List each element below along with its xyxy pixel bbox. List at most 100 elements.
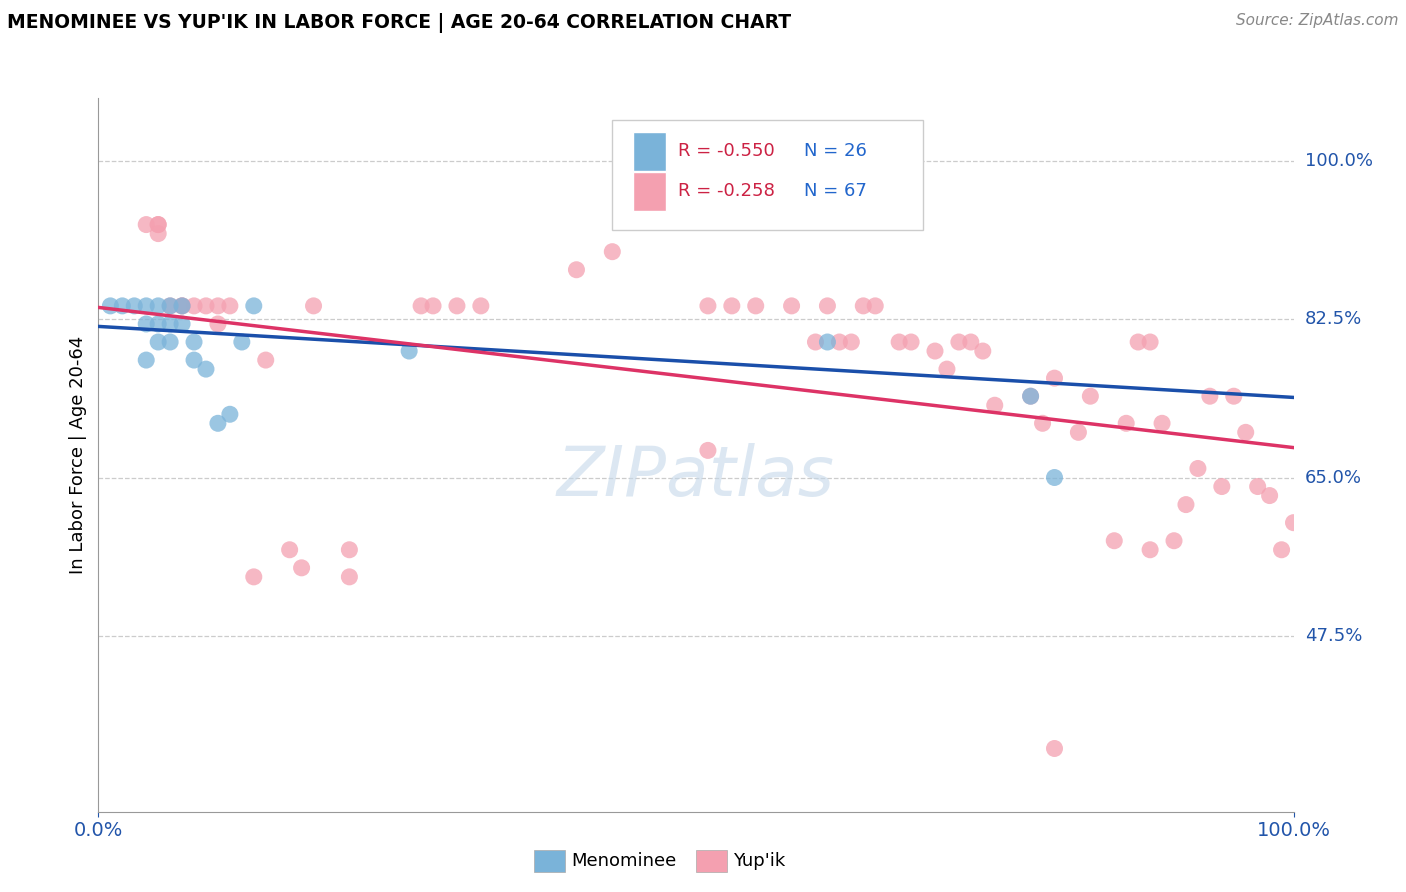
- Point: [948, 334, 970, 349]
- Point: [148, 299, 170, 313]
- Point: [924, 344, 946, 359]
- Text: ZIPatlas: ZIPatlas: [557, 442, 835, 510]
- Point: [935, 362, 957, 376]
- Point: [172, 299, 194, 313]
- Point: [839, 334, 862, 349]
- Point: [852, 299, 875, 313]
- Point: [889, 334, 911, 349]
- Point: [207, 299, 229, 313]
- Point: [1234, 425, 1257, 440]
- Point: [183, 353, 205, 368]
- Point: [697, 443, 720, 458]
- Text: Source: ZipAtlas.com: Source: ZipAtlas.com: [1236, 13, 1399, 29]
- Point: [685, 181, 707, 195]
- Point: [148, 218, 170, 232]
- Point: [1067, 425, 1090, 440]
- Point: [243, 570, 266, 584]
- Point: [959, 334, 981, 349]
- Point: [219, 299, 242, 313]
- Point: [159, 299, 181, 313]
- Point: [411, 299, 433, 313]
- Point: [697, 299, 720, 313]
- Point: [470, 299, 492, 313]
- Point: [135, 317, 157, 331]
- Point: [148, 334, 170, 349]
- Point: [302, 299, 325, 313]
- Point: [804, 334, 827, 349]
- Point: [1282, 516, 1305, 530]
- Point: [1128, 334, 1150, 349]
- Text: MENOMINEE VS YUP'IK IN LABOR FORCE | AGE 20-64 CORRELATION CHART: MENOMINEE VS YUP'IK IN LABOR FORCE | AGE…: [7, 13, 792, 33]
- Point: [231, 334, 253, 349]
- Text: 100.0%: 100.0%: [1305, 153, 1372, 170]
- Text: N = 67: N = 67: [804, 182, 866, 200]
- Point: [1043, 470, 1066, 484]
- Point: [219, 407, 242, 421]
- Point: [1032, 417, 1054, 431]
- Point: [1102, 533, 1125, 548]
- Point: [1043, 741, 1066, 756]
- Point: [337, 542, 360, 557]
- Point: [148, 227, 170, 241]
- Point: [745, 299, 768, 313]
- Point: [972, 344, 994, 359]
- Text: 82.5%: 82.5%: [1305, 310, 1362, 328]
- Point: [183, 299, 205, 313]
- Point: [172, 317, 194, 331]
- Bar: [633, 171, 666, 211]
- Point: [1222, 389, 1246, 403]
- Point: [98, 299, 122, 313]
- Point: [148, 218, 170, 232]
- Y-axis label: In Labor Force | Age 20-64: In Labor Force | Age 20-64: [69, 335, 87, 574]
- Point: [900, 334, 922, 349]
- Point: [1043, 371, 1066, 385]
- Point: [780, 299, 803, 313]
- Point: [815, 299, 838, 313]
- Point: [815, 334, 838, 349]
- Point: [183, 334, 205, 349]
- Point: [1258, 489, 1281, 503]
- Text: R = -0.550: R = -0.550: [678, 143, 775, 161]
- Point: [1019, 389, 1042, 403]
- Point: [1211, 479, 1233, 493]
- Point: [983, 398, 1005, 412]
- Point: [135, 218, 157, 232]
- Point: [159, 317, 181, 331]
- Point: [135, 299, 157, 313]
- Point: [194, 299, 217, 313]
- Point: [243, 299, 266, 313]
- Point: [446, 299, 468, 313]
- Point: [1019, 389, 1042, 403]
- Point: [1080, 389, 1102, 403]
- Point: [1139, 542, 1161, 557]
- Point: [398, 344, 420, 359]
- Point: [124, 299, 146, 313]
- Point: [1115, 417, 1137, 431]
- Text: 47.5%: 47.5%: [1305, 626, 1362, 645]
- Point: [159, 299, 181, 313]
- Point: [111, 299, 134, 313]
- Point: [172, 299, 194, 313]
- Point: [1175, 498, 1198, 512]
- Point: [1139, 334, 1161, 349]
- Point: [1163, 533, 1185, 548]
- Point: [194, 362, 217, 376]
- Point: [565, 262, 588, 277]
- Point: [337, 570, 360, 584]
- Point: [172, 299, 194, 313]
- Point: [207, 317, 229, 331]
- Point: [254, 353, 277, 368]
- Text: Menominee: Menominee: [571, 852, 676, 870]
- Point: [1150, 417, 1173, 431]
- Point: [290, 561, 312, 575]
- Text: R = -0.258: R = -0.258: [678, 182, 775, 200]
- Point: [863, 299, 886, 313]
- Bar: [633, 132, 666, 171]
- Point: [1271, 542, 1294, 557]
- Point: [207, 417, 229, 431]
- Text: Yup'ik: Yup'ik: [733, 852, 785, 870]
- Point: [159, 334, 181, 349]
- Text: 65.0%: 65.0%: [1305, 468, 1361, 486]
- Point: [600, 244, 623, 259]
- Point: [422, 299, 444, 313]
